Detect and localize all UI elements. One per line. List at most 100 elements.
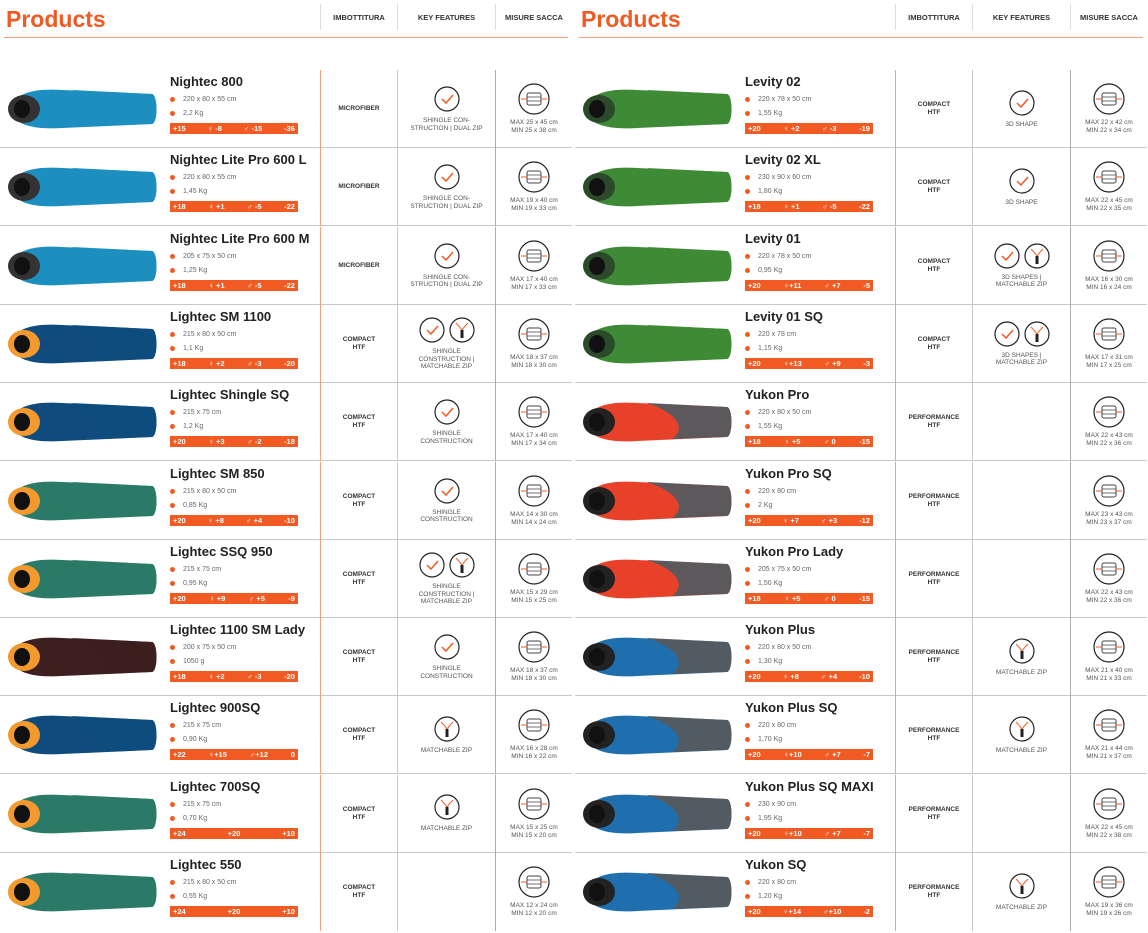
product-name[interactable]: Lightec Shingle SQ [170, 387, 290, 403]
temperature-value: ♂ 0 [823, 437, 836, 447]
product-row[interactable]: Yukon Plus 220 x 80 x 50 cm 1,30 Kg +20 ♀ +8… [575, 618, 1147, 697]
feature-text: STRUCTION | DUAL ZIP [410, 281, 483, 289]
weight-value: 1,80 Kg [758, 188, 783, 196]
product-name[interactable]: Nightec 800 [170, 74, 243, 89]
temperature-value: ♂ -3 [247, 358, 262, 368]
feature-text: CONSTRUCTION [420, 516, 473, 523]
bullet-icon [745, 894, 750, 899]
product-name[interactable]: Lightec 900SQ [170, 700, 261, 716]
product-weight: 1,50 Kg [745, 580, 895, 587]
temperature-bar: +20 ♀ +7 ♂ +3 -12 [745, 514, 873, 526]
product-row[interactable]: Lightec SM 1100 215 x 80 x 50 cm 1,1 Kg +18… [0, 304, 572, 383]
check-icon [993, 321, 1020, 347]
product-row[interactable]: Lightec SM 850 215 x 80 x 50 cm 0,85 Kg +20… [0, 461, 572, 540]
product-name[interactable]: Yukon Plus SQ [745, 700, 838, 716]
feature-icons [1008, 168, 1035, 194]
feature-icons [433, 164, 460, 190]
product-dimensions: 215 x 75 cm [170, 801, 320, 808]
dimensions-value: 205 x 75 x 50 cm [183, 252, 237, 260]
product-name[interactable]: Lightec 1100 SM Lady [170, 622, 306, 638]
filling-text: PERFORMANCE [908, 884, 960, 891]
product-name[interactable]: Levity 02 XL [745, 152, 821, 168]
bullet-icon [745, 345, 750, 351]
temperature-value: ♀ +2 [208, 672, 225, 682]
product-name[interactable]: Lightec 700SQ [170, 778, 261, 794]
product-row[interactable]: Nightec Lite Pro 600 M 205 x 75 x 50 cm 1,… [0, 226, 572, 305]
product-name[interactable]: Lightec SM 1100 [170, 308, 272, 324]
weight-value: 1,45 Kg [183, 188, 208, 196]
product-row[interactable]: Lightec 550 215 x 80 x 50 cm 0,55 Kg +24 +20… [0, 853, 572, 931]
filling-text: COMPACT [342, 805, 376, 813]
product-row[interactable]: Lightec SSQ 950 215 x 75 cm 0,95 Kg +20 ♀ +9… [0, 539, 572, 618]
product-name[interactable]: Nightec Lite Pro 600 L [170, 152, 307, 168]
product-name[interactable]: Yukon Plus [745, 622, 816, 638]
product-name[interactable]: Lightec SSQ 950 [170, 543, 273, 559]
sack-size-icon [1093, 161, 1125, 193]
product-name[interactable]: Yukon Pro SQ [745, 465, 832, 481]
product-row[interactable]: Yukon Plus SQ MAXI 230 x 90 cm 1,95 Kg +20 ♀… [575, 774, 1147, 853]
sleeping-bag-image [2, 158, 160, 216]
product-row[interactable]: Lightec Shingle SQ 215 x 75 cm 1,2 Kg +20 ♀ … [0, 383, 572, 462]
sleeping-bag-image [2, 237, 160, 295]
product-row[interactable]: Levity 01 220 x 78 x 50 cm 0,95 Kg +20 ♀+11 ♂… [575, 226, 1147, 305]
temperature-value: -20 [284, 672, 295, 682]
column-header-sack: MISURE SACCA [495, 4, 572, 30]
product-row[interactable]: Lightec 1100 SM Lady 200 x 75 x 50 cm 1050… [0, 618, 572, 697]
check-icon [433, 242, 460, 269]
product-name[interactable]: Levity 01 [745, 230, 801, 246]
product-row[interactable]: Yukon SQ 220 x 80 cm 1,20 Kg +20 ♀+14 ♂+10 -2 P… [575, 853, 1147, 931]
product-row[interactable]: Levity 02 XL 230 x 90 x 60 cm 1,80 Kg +18 ♀ … [575, 148, 1147, 227]
filling-text: PERFORMANCE [908, 414, 960, 422]
product-row[interactable]: Yukon Pro Lady 205 x 75 x 50 cm 1,50 Kg +18… [575, 539, 1147, 618]
temperature-value: ♂+10 [823, 907, 842, 916]
sack-size-text: MAX 21 x 40 cm [1085, 667, 1133, 675]
zip-icon [448, 552, 475, 578]
product-name[interactable]: Levity 01 SQ [745, 308, 824, 324]
product-name[interactable]: Nightec Lite Pro 600 M [170, 230, 310, 246]
product-row[interactable]: Yukon Plus SQ 220 x 80 cm 1,70 Kg +20 ♀+10 ♂ … [575, 696, 1147, 775]
product-row[interactable]: Nightec Lite Pro 600 L 220 x 80 x 55 cm 1,… [0, 148, 572, 227]
weight-value: 1050 g [183, 658, 205, 666]
feature-icons [433, 716, 460, 742]
sack-size-cell: MAX 17 x 40 cm MIN 17 x 34 cm [495, 383, 572, 462]
features-cell [972, 383, 1070, 462]
product-name[interactable]: Yukon Plus SQ MAXI [745, 778, 874, 794]
temperature-value: -19 [859, 124, 870, 133]
product-name[interactable]: Yukon Pro [745, 387, 810, 403]
temperature-value: ♂ +5 [248, 593, 265, 603]
product-name[interactable]: Yukon Pro Lady [745, 543, 844, 559]
product-name[interactable]: Lightec SM 850 [170, 465, 265, 481]
product-name[interactable]: Lightec 550 [170, 857, 242, 872]
feature-text: MATCHABLE ZIP [420, 598, 473, 606]
feature-text: SHINGLE [432, 430, 461, 438]
product-name[interactable]: Yukon SQ [745, 857, 807, 872]
weight-value: 0,95 Kg [183, 579, 208, 587]
product-row[interactable]: Nightec 800 220 x 80 x 55 cm 2,2 Kg +15 ♀ -8… [0, 70, 572, 148]
temperature-value: -10 [284, 515, 295, 525]
product-weight: 0,70 Kg [170, 815, 320, 822]
product-row[interactable]: Yukon Pro SQ 220 x 80 cm 2 Kg +20 ♀ +7 ♂ +3 -1… [575, 461, 1147, 540]
product-dimensions: 205 x 75 x 50 cm [170, 253, 320, 260]
weight-value: 1,1 Kg [183, 344, 204, 352]
features-cell: 3D SHAPE [972, 70, 1070, 148]
feature-text: SHINGLE [432, 348, 461, 356]
bullet-icon [170, 502, 175, 508]
dimensions-value: 215 x 75 cm [183, 409, 222, 417]
sack-size-cell: MAX 22 x 43 cm MIN 22 x 36 cm [1070, 539, 1147, 618]
product-row[interactable]: Yukon Pro 220 x 80 x 50 cm 1,55 Kg +18 ♀ +5 ♂… [575, 383, 1147, 462]
features-cell: MATCHABLE ZIP [972, 618, 1070, 697]
temperature-value: -22 [859, 202, 870, 212]
product-row[interactable]: Levity 01 SQ 220 x 78 cm 1,15 Kg +20 ♀+13 ♂ +… [575, 304, 1147, 383]
temperature-value: +15 [173, 124, 186, 133]
weight-value: 2,2 Kg [183, 110, 204, 117]
product-row[interactable]: Levity 02 220 x 78 x 50 cm 1,55 Kg +20 ♀ +2 ♂… [575, 70, 1147, 148]
check-icon [433, 164, 460, 190]
dimensions-value: 215 x 80 x 50 cm [183, 879, 237, 886]
product-row[interactable]: Lightec 900SQ 215 x 75 cm 0,90 Kg +22 ♀+15 ♂+… [0, 696, 572, 775]
temperature-value: -10 [859, 672, 870, 682]
product-name[interactable]: Levity 02 [745, 74, 801, 89]
dimensions-value: 220 x 78 x 50 cm [758, 96, 812, 103]
product-row[interactable]: Lightec 700SQ 215 x 75 cm 0,70 Kg +24 +20 +10… [0, 774, 572, 853]
product-dimensions: 220 x 78 x 50 cm [745, 253, 895, 260]
product-dimensions: 215 x 80 x 50 cm [170, 879, 320, 886]
